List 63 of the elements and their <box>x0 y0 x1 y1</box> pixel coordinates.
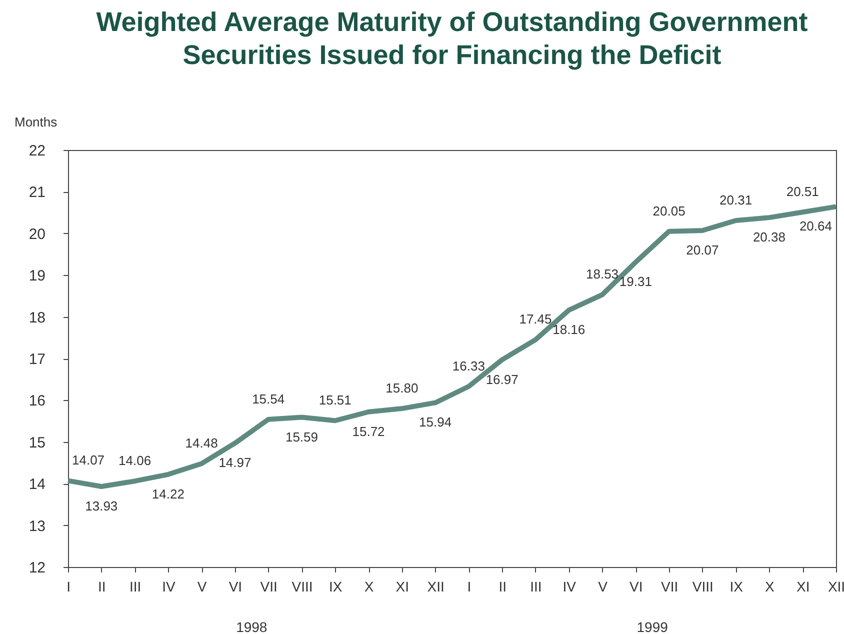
x-tick-label: III <box>129 578 142 594</box>
y-tick-label: 12 <box>28 560 46 576</box>
data-label: 14.22 <box>152 486 184 502</box>
x-tick-label: IV <box>562 578 577 594</box>
x-tick-label: IV <box>162 578 176 594</box>
y-tick-label: 21 <box>28 184 46 202</box>
text: 1998 <box>236 619 268 634</box>
x-tick-label: III <box>530 578 542 594</box>
x-tick-label: XII <box>828 578 844 594</box>
data-label: 15.51 <box>318 392 352 408</box>
x-tick-label: VI <box>630 578 643 594</box>
data-label: 20.07 <box>686 242 719 258</box>
data-label: 16.97 <box>486 372 518 387</box>
data-label: 15.72 <box>352 424 385 439</box>
y-tick-label: 14 <box>28 476 46 494</box>
y-tick-label: 20 <box>28 226 46 243</box>
data-label: 20.51 <box>786 184 819 200</box>
x-tick-label: VII <box>260 578 278 594</box>
y-tick-label: 18 <box>28 309 46 326</box>
data-label: 18.53 <box>586 266 619 282</box>
x-tick-label: II <box>498 578 506 594</box>
x-tick-label: V <box>598 578 608 594</box>
x-tick-label: IX <box>730 578 744 594</box>
data-label: 15.94 <box>419 414 452 430</box>
data-label: 17.45 <box>519 312 552 327</box>
data-label: 15.59 <box>285 429 318 444</box>
data-label: 20.64 <box>799 218 832 234</box>
data-label: 20.38 <box>752 230 786 245</box>
data-label: 14.97 <box>218 455 252 470</box>
x-tick-label: I <box>467 578 472 594</box>
x-tick-label: V <box>197 578 208 594</box>
x-tick-label: II <box>98 578 106 594</box>
data-label: 13.93 <box>85 498 118 514</box>
x-tick-label: XI <box>796 578 810 594</box>
data-label: 15.54 <box>252 391 285 406</box>
text: 1999 <box>636 619 668 634</box>
data-label: 14.48 <box>185 436 218 451</box>
y-tick-label: 17 <box>28 351 46 368</box>
data-label: 20.05 <box>652 203 686 218</box>
x-tick-label: VI <box>228 578 242 594</box>
data-label: 14.06 <box>118 453 152 468</box>
x-tick-label: XI <box>396 578 410 594</box>
x-tick-label: VIII <box>692 578 714 594</box>
y-tick-label: 16 <box>28 392 46 410</box>
x-tick-label: X <box>765 578 776 594</box>
x-tick-label: I <box>66 578 70 594</box>
data-label: 20.31 <box>720 192 752 208</box>
x-tick-label: VIII <box>292 578 313 594</box>
y-tick-label: 15 <box>28 434 46 452</box>
data-label: 15.80 <box>386 380 418 396</box>
data-label: 18.16 <box>552 322 586 338</box>
data-label: 19.31 <box>619 274 652 290</box>
y-axis-title: Months <box>14 114 58 130</box>
y-tick-label: 13 <box>28 518 46 535</box>
chart-title: Weighted Average Maturity of Outstanding Government Securities Issued for Financing the Deficit <box>96 7 808 70</box>
x-tick-label: IX <box>329 578 343 594</box>
x-tick-label: X <box>364 578 374 594</box>
y-tick-label: 22 <box>28 142 46 160</box>
data-label: 16.33 <box>452 358 485 374</box>
x-tick-label: XII <box>427 578 444 594</box>
data-label: 14.07 <box>72 452 105 468</box>
y-tick-label: 19 <box>28 268 46 285</box>
x-tick-label: VII <box>660 578 678 594</box>
